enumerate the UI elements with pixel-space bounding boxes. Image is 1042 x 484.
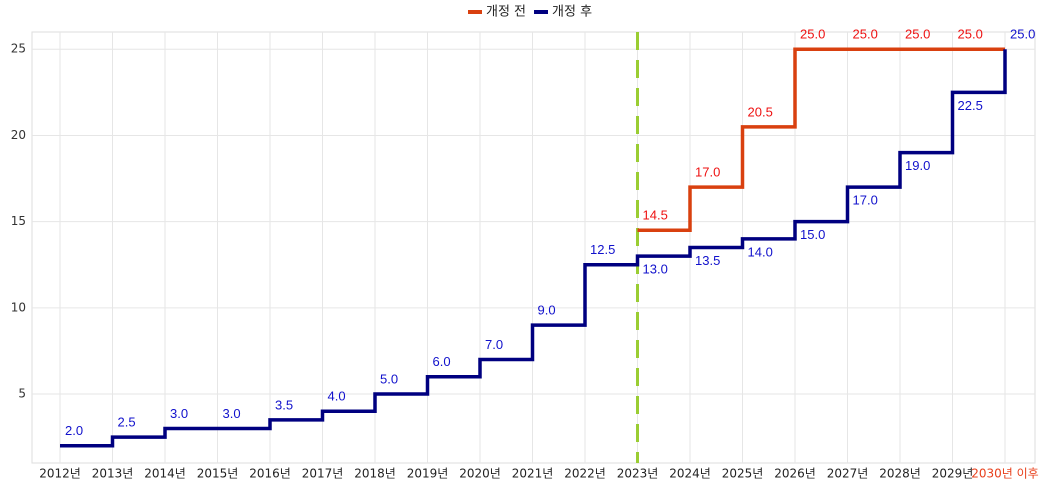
y-tick-label: 5 — [18, 387, 26, 401]
data-label: 2.5 — [118, 415, 136, 430]
data-label: 12.5 — [590, 242, 615, 257]
data-label: 6.0 — [433, 354, 451, 369]
y-tick-label: 20 — [11, 128, 26, 142]
data-label: 20.5 — [748, 104, 773, 119]
x-tick-label: 2026년 — [774, 467, 816, 481]
legend-label: 개정 전 — [486, 5, 526, 20]
x-tick-label: 2015년 — [197, 467, 239, 481]
data-label: 3.0 — [223, 406, 241, 421]
x-tick-label: 2027년 — [827, 467, 869, 481]
x-tick-label: 2020년 — [459, 467, 501, 481]
data-label: 4.0 — [328, 389, 346, 404]
legend-label: 개정 후 — [552, 5, 592, 20]
data-label: 14.5 — [643, 208, 668, 223]
x-tick-label: 2022년 — [564, 467, 606, 481]
x-tick-label: 2016년 — [249, 467, 291, 481]
data-label: 19.0 — [905, 158, 930, 173]
x-tick-label: 2024년 — [669, 467, 711, 481]
x-tick-label: 2014년 — [144, 467, 186, 481]
data-label: 13.0 — [643, 262, 668, 277]
data-label: 25.0 — [1010, 27, 1035, 42]
data-label: 17.0 — [695, 165, 720, 180]
y-tick-label: 25 — [11, 42, 26, 56]
data-label: 7.0 — [485, 337, 503, 352]
data-label: 3.5 — [275, 397, 293, 412]
data-label: 9.0 — [538, 303, 556, 318]
data-label: 25.0 — [853, 27, 878, 42]
x-tick-label: 2021년 — [512, 467, 554, 481]
data-label: 5.0 — [380, 371, 398, 386]
x-tick-label: 2019년 — [407, 467, 449, 481]
x-tick-label: 2028년 — [879, 467, 921, 481]
data-label: 13.5 — [695, 253, 720, 268]
data-label: 3.0 — [170, 406, 188, 421]
x-tick-label: 2023년 — [617, 467, 659, 481]
step-line — [60, 49, 1007, 448]
x-tick-label: 2029년 — [932, 467, 974, 481]
y-tick-label: 15 — [11, 214, 26, 228]
x-tick-label: 2013년 — [92, 467, 134, 481]
x-tick-label: 2017년 — [302, 467, 344, 481]
x-tick-label: 2018년 — [354, 467, 396, 481]
plot-area — [31, 31, 1036, 464]
y-tick-label: 10 — [11, 300, 26, 314]
x-tick-label: 2025년 — [722, 467, 764, 481]
data-label: 17.0 — [853, 193, 878, 208]
data-label: 22.5 — [958, 98, 983, 113]
data-label: 25.0 — [958, 27, 983, 42]
data-label: 25.0 — [800, 27, 825, 42]
data-label: 2.0 — [65, 423, 83, 438]
data-label: 15.0 — [800, 227, 825, 242]
x-tick-label: 2030년 이후 — [971, 467, 1038, 481]
x-tick-label: 2012년 — [39, 467, 81, 481]
step-line — [637, 47, 1005, 233]
data-label: 25.0 — [905, 27, 930, 42]
data-label: 14.0 — [748, 244, 773, 259]
